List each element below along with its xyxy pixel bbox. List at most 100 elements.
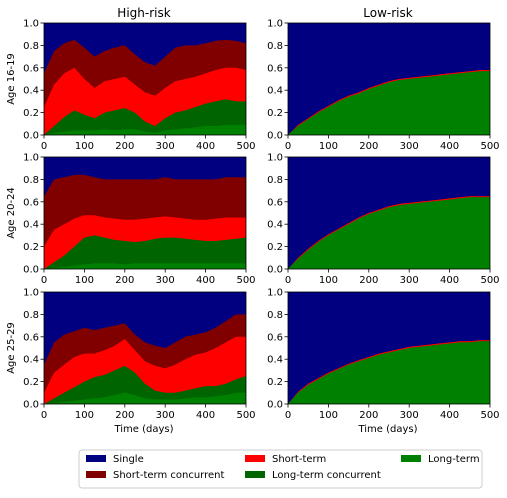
x-tick-label: 500 bbox=[480, 410, 499, 421]
x-tick-label: 400 bbox=[196, 141, 215, 152]
area-long-term bbox=[44, 263, 246, 269]
y-tick-label: 0.4 bbox=[267, 86, 283, 97]
row-label-age-25-29: Age 25-29 bbox=[6, 322, 17, 374]
x-tick-label: 400 bbox=[196, 275, 215, 286]
area-long-term bbox=[288, 197, 490, 269]
y-tick-label: 0.8 bbox=[23, 175, 39, 186]
plot-frame bbox=[43, 291, 247, 405]
y-tick-label: 0.2 bbox=[267, 242, 283, 253]
y-tick-label: 1.0 bbox=[23, 19, 39, 30]
area-long-term-concurrent bbox=[44, 365, 246, 404]
y-tick-label: 0.2 bbox=[23, 108, 39, 119]
y-tick-label: 0.8 bbox=[267, 310, 283, 321]
legend-label-short-term-concurrent: Short-term concurrent bbox=[113, 470, 224, 481]
x-tick-label: 0 bbox=[41, 141, 47, 152]
y-tick-label: 0.4 bbox=[23, 86, 39, 97]
plot-frame bbox=[287, 291, 491, 405]
y-tick-label: 0.6 bbox=[267, 63, 283, 74]
y-tick-label: 0.2 bbox=[267, 108, 283, 119]
y-tick-label: 1.0 bbox=[267, 288, 283, 299]
y-tick-label: 1.0 bbox=[267, 153, 283, 164]
y-tick-label: 0.8 bbox=[23, 310, 39, 321]
x-tick-label: 100 bbox=[75, 141, 94, 152]
area-long-term bbox=[44, 124, 246, 135]
legend-swatch-long-term-concurrent bbox=[245, 471, 265, 478]
y-tick-label: 0.6 bbox=[23, 63, 39, 74]
y-tick-label: 1.0 bbox=[267, 19, 283, 30]
panel-1-0: 0.0 0.2 0.4 0.6 0.8 1.0 0 100 200 300 400 500 bbox=[23, 153, 255, 287]
y-tick-label: 0.0 bbox=[267, 265, 283, 276]
area-long-term-concurrent bbox=[44, 235, 246, 269]
x-tick-label: 0 bbox=[41, 275, 47, 286]
legend-swatch-single bbox=[86, 455, 106, 462]
plot-frame bbox=[287, 156, 491, 270]
x-tick-label: 200 bbox=[359, 275, 378, 286]
y-tick-label: 0.0 bbox=[267, 131, 283, 142]
y-tick-label: 0.6 bbox=[23, 332, 39, 343]
y-tick-label: 0.2 bbox=[23, 242, 39, 253]
y-tick-label: 0.0 bbox=[23, 400, 39, 411]
y-tick-label: 0.0 bbox=[23, 265, 39, 276]
area-long-term-concurrent bbox=[44, 99, 246, 135]
row-label-age-16-19: Age 16-19 bbox=[6, 53, 17, 105]
y-tick-label: 0.6 bbox=[267, 197, 283, 208]
legend-frame bbox=[78, 449, 483, 489]
y-tick-label: 0.4 bbox=[267, 355, 283, 366]
x-tick-label: 400 bbox=[440, 141, 459, 152]
column-title-low-risk: Low-risk bbox=[363, 6, 412, 20]
x-tick-label: 100 bbox=[75, 275, 94, 286]
x-axis-label-left: Time (days) bbox=[113, 424, 173, 435]
x-tick-label: 500 bbox=[236, 275, 255, 286]
x-tick-label: 500 bbox=[236, 141, 255, 152]
legend-swatch-long-term bbox=[401, 455, 421, 462]
y-tick-label: 0.2 bbox=[267, 377, 283, 388]
panel-0-0: 0.0 0.2 0.4 0.6 0.8 1.0 0 100 200 300 400 500 bbox=[23, 19, 255, 153]
plot-frame bbox=[43, 22, 247, 136]
y-tick-label: 0.4 bbox=[23, 355, 39, 366]
panel-2-0: 0.0 0.2 0.4 0.6 0.8 1.0 0 100 200 300 400 500 bbox=[23, 288, 255, 422]
area-long-term bbox=[44, 392, 246, 404]
x-tick-label: 500 bbox=[480, 275, 499, 286]
x-tick-label: 0 bbox=[41, 410, 47, 421]
x-tick-label: 200 bbox=[115, 275, 134, 286]
panel-1-1: 0.0 0.2 0.4 0.6 0.8 1.0 0 100 200 300 400 500 bbox=[267, 153, 499, 287]
y-tick-label: 0.8 bbox=[267, 175, 283, 186]
row-label-age-20-24: Age 20-24 bbox=[6, 187, 17, 239]
x-tick-label: 400 bbox=[440, 275, 459, 286]
y-tick-label: 0.6 bbox=[23, 197, 39, 208]
plot-frame bbox=[287, 22, 491, 136]
x-tick-label: 300 bbox=[400, 141, 419, 152]
x-tick-label: 300 bbox=[156, 410, 175, 421]
x-tick-label: 100 bbox=[319, 275, 338, 286]
y-tick-label: 0.4 bbox=[23, 220, 39, 231]
y-tick-label: 0.0 bbox=[23, 131, 39, 142]
x-tick-label: 300 bbox=[400, 410, 419, 421]
area-long-term bbox=[288, 71, 490, 135]
x-tick-label: 200 bbox=[359, 410, 378, 421]
y-tick-label: 1.0 bbox=[23, 153, 39, 164]
legend-label-short-term: Short-term bbox=[272, 454, 326, 465]
x-tick-label: 200 bbox=[115, 410, 134, 421]
legend-swatch-short-term-concurrent bbox=[86, 471, 106, 478]
x-tick-label: 100 bbox=[75, 410, 94, 421]
x-tick-label: 100 bbox=[319, 410, 338, 421]
legend-swatch-short-term bbox=[245, 455, 265, 462]
area-long-term bbox=[288, 341, 490, 404]
legend-label-long-term: Long-term bbox=[428, 454, 480, 465]
y-tick-label: 0.2 bbox=[23, 377, 39, 388]
x-tick-label: 300 bbox=[156, 141, 175, 152]
y-tick-label: 0.8 bbox=[23, 41, 39, 52]
plot-frame bbox=[43, 156, 247, 270]
y-tick-label: 0.8 bbox=[267, 41, 283, 52]
x-tick-label: 500 bbox=[480, 141, 499, 152]
x-tick-label: 100 bbox=[319, 141, 338, 152]
legend-label-single: Single bbox=[113, 454, 144, 465]
x-tick-label: 200 bbox=[359, 141, 378, 152]
x-tick-label: 400 bbox=[196, 410, 215, 421]
y-tick-label: 0.6 bbox=[267, 332, 283, 343]
x-tick-label: 400 bbox=[440, 410, 459, 421]
legend-label-long-term-concurrent: Long-term concurrent bbox=[272, 470, 381, 481]
y-tick-label: 1.0 bbox=[23, 288, 39, 299]
y-tick-label: 0.4 bbox=[267, 220, 283, 231]
